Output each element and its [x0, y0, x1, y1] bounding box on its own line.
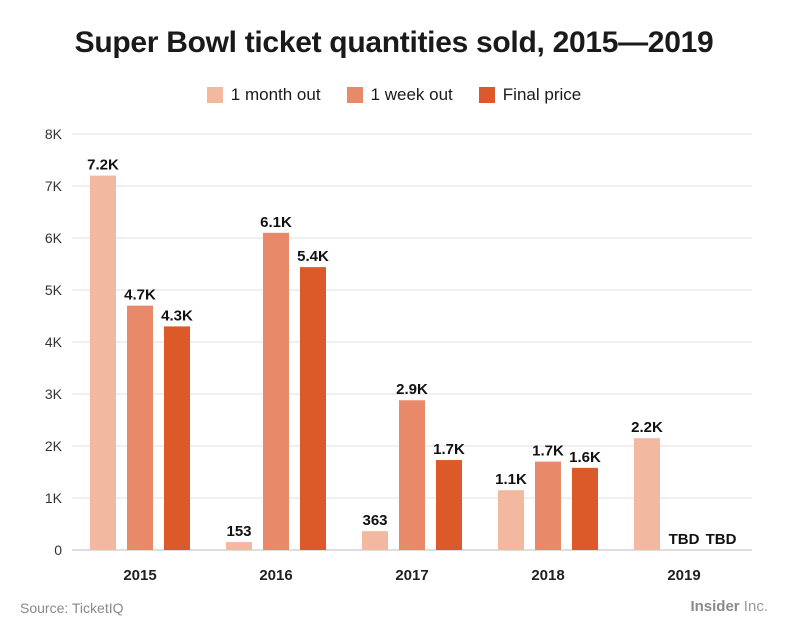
legend-swatch-1-month-out	[206, 87, 223, 103]
brand-logo-bold: Insider	[690, 598, 740, 615]
data-label: 2.2K	[631, 419, 663, 436]
bar	[634, 438, 660, 550]
data-label: 4.3K	[161, 307, 193, 324]
data-label: 5.4K	[297, 248, 329, 265]
brand-logo-rest: Inc.	[739, 598, 768, 615]
y-tick-label: 3K	[45, 386, 63, 402]
data-label: 1.7K	[433, 441, 465, 458]
y-tick-label: 0	[54, 542, 62, 558]
x-tick-label: 2019	[667, 567, 700, 584]
data-label: TBD	[706, 531, 737, 548]
legend-item-final-price: Final price	[478, 85, 582, 105]
legend-label-final-price: Final price	[502, 85, 582, 104]
data-label: 7.2K	[87, 157, 119, 174]
y-tick-label: 7K	[45, 178, 63, 194]
y-tick-label: 1K	[45, 490, 63, 506]
bar	[362, 531, 388, 550]
bar	[226, 542, 252, 550]
x-tick-label: 2016	[259, 567, 292, 584]
y-tick-label: 4K	[45, 334, 63, 350]
bar	[127, 305, 153, 550]
data-label: 2.9K	[396, 381, 428, 398]
bar	[572, 467, 598, 550]
bar	[90, 175, 116, 550]
data-label: 1.6K	[569, 449, 601, 466]
y-tick-label: 8K	[45, 126, 63, 142]
y-tick-label: 2K	[45, 438, 63, 454]
data-label: 4.7K	[124, 287, 156, 304]
legend-swatch-final-price	[478, 87, 495, 103]
brand-logo: Insider Inc.	[690, 598, 768, 615]
bar	[535, 461, 561, 550]
bar	[300, 267, 326, 550]
x-tick-label: 2018	[531, 567, 564, 584]
bar	[498, 490, 524, 550]
data-label: 1.1K	[495, 471, 527, 488]
legend-item-1-week-out: 1 week out	[346, 85, 453, 105]
legend-swatch-1-week-out	[346, 87, 363, 103]
y-tick-label: 6K	[45, 230, 63, 246]
legend: 1 month out 1 week out Final price	[0, 85, 788, 105]
y-tick-label: 5K	[45, 282, 63, 298]
source-note: Source: TicketIQ	[20, 600, 124, 616]
data-label: 363	[362, 512, 387, 529]
legend-label-1-month-out: 1 month out	[230, 85, 321, 104]
x-tick-label: 2015	[123, 567, 156, 584]
legend-label-1-week-out: 1 week out	[370, 85, 453, 104]
x-tick-label: 2017	[395, 567, 428, 584]
legend-item-1-month-out: 1 month out	[206, 85, 321, 105]
data-label: 1.7K	[532, 443, 564, 460]
bar	[263, 232, 289, 551]
data-label: TBD	[669, 531, 700, 548]
chart-title: Super Bowl ticket quantities sold, 2015—…	[74, 26, 714, 59]
data-label: 153	[226, 523, 251, 540]
data-label: 6.1K	[260, 214, 292, 231]
bar	[436, 460, 462, 550]
bar	[164, 326, 190, 550]
bar	[399, 400, 425, 550]
